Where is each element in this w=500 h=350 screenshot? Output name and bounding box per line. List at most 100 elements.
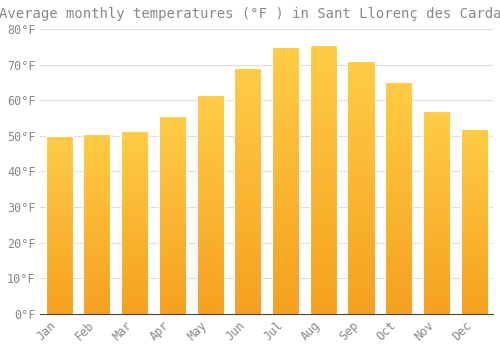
Bar <box>46 312 73 314</box>
Bar <box>460 301 488 303</box>
Bar <box>46 294 73 296</box>
Bar <box>196 194 224 196</box>
Bar <box>348 236 374 238</box>
Bar <box>348 289 374 291</box>
Bar <box>46 139 73 141</box>
Bar <box>159 124 186 126</box>
Bar <box>234 145 262 147</box>
Bar <box>84 278 110 280</box>
Bar <box>272 140 299 143</box>
Bar <box>423 304 450 306</box>
Bar <box>348 205 374 208</box>
Bar <box>310 134 337 136</box>
Bar <box>348 167 374 170</box>
Bar <box>385 277 412 279</box>
Bar <box>460 258 488 260</box>
Bar <box>84 194 110 195</box>
Bar <box>348 246 374 248</box>
Bar <box>234 181 262 184</box>
Bar <box>460 160 488 162</box>
Bar <box>159 274 186 277</box>
Bar <box>46 300 73 301</box>
Bar <box>460 214 488 216</box>
Bar <box>84 267 110 269</box>
Bar <box>234 247 262 250</box>
Bar <box>234 216 262 218</box>
Bar <box>272 226 299 229</box>
Bar <box>46 209 73 211</box>
Bar <box>385 161 412 163</box>
Bar <box>159 180 186 182</box>
Bar <box>423 239 450 241</box>
Bar <box>460 210 488 212</box>
Bar <box>460 255 488 257</box>
Bar <box>84 307 110 308</box>
Bar <box>84 238 110 240</box>
Bar <box>272 119 299 122</box>
Bar <box>348 304 374 306</box>
Bar <box>310 50 337 53</box>
Bar <box>385 182 412 184</box>
Bar <box>234 73 262 76</box>
Bar <box>460 168 488 169</box>
Bar <box>460 175 488 177</box>
Bar <box>310 274 337 276</box>
Bar <box>159 298 186 300</box>
Bar <box>310 126 337 128</box>
Bar <box>159 130 186 132</box>
Bar <box>460 266 488 268</box>
Bar <box>121 138 148 140</box>
Bar <box>121 240 148 243</box>
Bar <box>234 272 262 275</box>
Bar <box>385 201 412 203</box>
Bar <box>423 156 450 158</box>
Bar <box>121 305 148 307</box>
Bar <box>84 273 110 274</box>
Bar <box>46 296 73 298</box>
Bar <box>46 186 73 188</box>
Bar <box>348 107 374 109</box>
Bar <box>121 193 148 195</box>
Bar <box>84 231 110 233</box>
Bar <box>310 45 337 314</box>
Bar <box>272 244 299 247</box>
Bar <box>234 127 262 130</box>
Bar <box>84 235 110 237</box>
Bar <box>46 275 73 276</box>
Bar <box>310 83 337 85</box>
Bar <box>84 188 110 190</box>
Bar <box>310 155 337 158</box>
Bar <box>46 255 73 257</box>
Bar <box>310 99 337 101</box>
Bar <box>272 74 299 76</box>
Bar <box>272 57 299 60</box>
Bar <box>348 180 374 182</box>
Bar <box>423 127 450 129</box>
Bar <box>84 145 110 147</box>
Bar <box>423 174 450 176</box>
Bar <box>159 213 186 215</box>
Bar <box>196 239 224 241</box>
Bar <box>460 294 488 295</box>
Bar <box>234 196 262 198</box>
Bar <box>460 251 488 253</box>
Bar <box>121 253 148 255</box>
Bar <box>121 252 148 253</box>
Bar <box>159 227 186 229</box>
Bar <box>460 172 488 173</box>
Bar <box>46 154 73 155</box>
Bar <box>121 261 148 262</box>
Bar <box>460 234 488 236</box>
Bar <box>423 296 450 298</box>
Bar <box>348 132 374 134</box>
Bar <box>159 221 186 223</box>
Bar <box>310 69 337 72</box>
Bar <box>84 294 110 296</box>
Bar <box>46 147 73 148</box>
Bar <box>196 128 224 130</box>
Bar <box>46 239 73 241</box>
Bar <box>159 138 186 140</box>
Bar <box>385 138 412 140</box>
Bar <box>272 242 299 244</box>
Bar <box>348 127 374 130</box>
